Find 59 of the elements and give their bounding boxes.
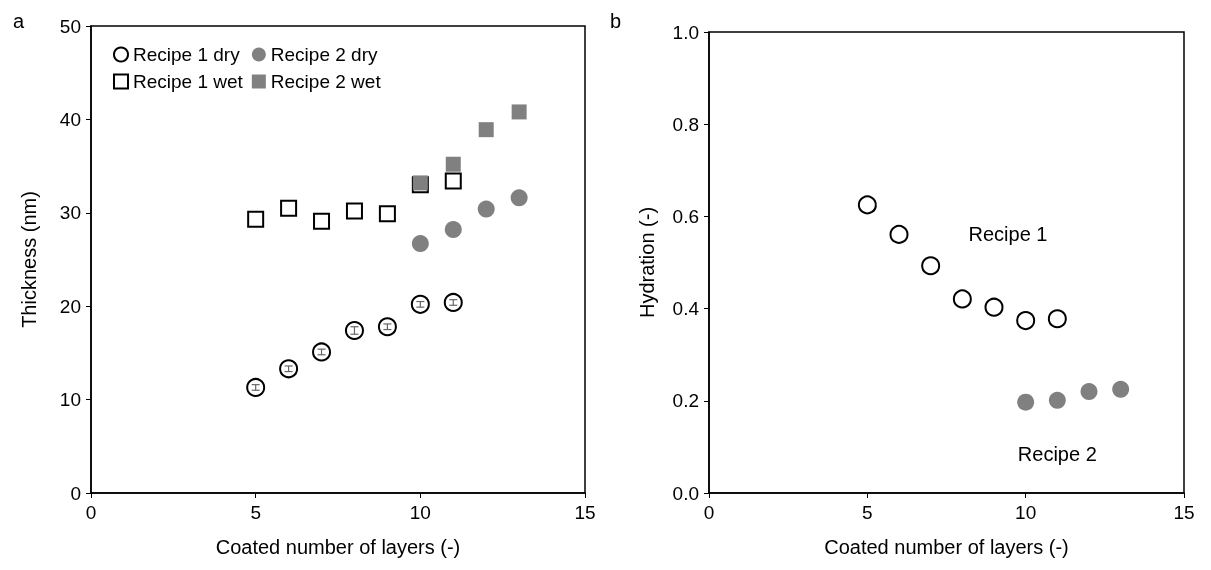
legend-label: Recipe 2 dry [270,44,378,65]
series-label: Recipe 1 [968,223,1048,246]
point [1080,383,1098,401]
x-axis-title: Coated number of layers (-) [215,536,461,558]
x-tick-label: 10 [409,502,431,523]
point [1048,391,1066,409]
y-tick-label: 20 [59,295,81,317]
y-tick-label: 0.8 [672,113,699,135]
series-label: Recipe 2 [1017,442,1097,465]
point [443,292,463,312]
point [477,200,495,218]
point [511,104,527,120]
x-tick-label: 5 [250,502,261,523]
point [411,235,429,253]
y-tick-label: 50 [59,15,81,37]
point [378,205,396,223]
point [984,297,1004,317]
point [345,202,363,220]
y-tick-label: 0.6 [672,205,699,227]
y-tick-label: 0.0 [672,482,699,504]
point [510,189,528,207]
point [280,199,298,217]
x-tick-label: 5 [862,502,873,523]
x-tick-label: 15 [574,502,596,523]
y-axis-title: Hydration (-) [636,206,658,319]
chart-title: a [13,10,25,32]
point [247,210,265,228]
point [1047,309,1067,329]
point [246,377,266,397]
point [921,256,941,276]
y-tick-label: 0.2 [672,390,699,412]
point [444,172,462,190]
x-tick-label: 10 [1015,502,1037,523]
y-tick-label: 30 [59,202,81,224]
y-tick-label: 40 [59,108,81,130]
legend-label: Recipe 2 wet [270,71,382,92]
y-tick-label: 0.4 [672,298,700,320]
point [857,195,877,215]
point [312,342,332,362]
point [952,289,972,309]
legend-label: Recipe 1 wet [133,71,244,92]
x-tick-label: 15 [1173,502,1195,523]
point [1016,311,1036,331]
y-tick-label: 1.0 [672,21,699,43]
point [313,212,331,230]
y-tick-label: 10 [59,389,81,411]
point [1112,380,1130,398]
point [1017,393,1035,411]
point [889,224,909,244]
x-tick-label: 0 [703,502,715,523]
point [478,122,494,138]
chart-title: b [610,10,622,32]
y-axis-title: Thickness (nm) [18,191,40,328]
x-tick-label: 0 [85,502,97,523]
legend-label: Recipe 1 dry [133,44,241,65]
y-tick-label: 0 [70,482,81,504]
point [444,221,462,239]
point [445,156,461,172]
x-axis-title: Coated number of layers (-) [824,536,1069,558]
